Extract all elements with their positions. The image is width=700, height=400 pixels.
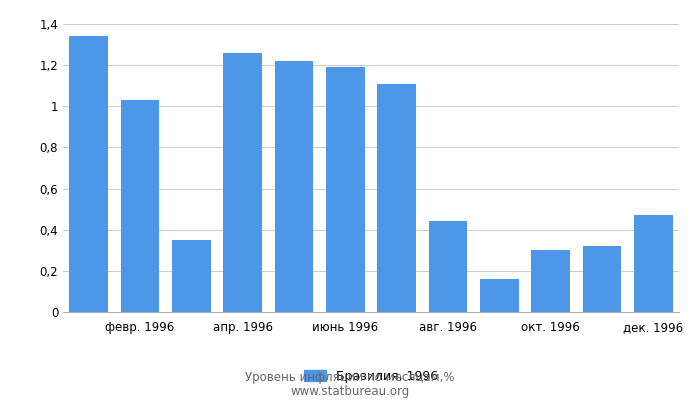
Text: Уровень инфляции по месяцам,%: Уровень инфляции по месяцам,% <box>245 372 455 384</box>
Bar <box>172 240 211 312</box>
Bar <box>531 250 570 312</box>
Bar <box>326 67 365 312</box>
Bar <box>120 100 160 312</box>
Bar <box>634 215 673 312</box>
Bar <box>274 61 314 312</box>
Bar <box>69 36 108 312</box>
Bar <box>223 53 262 312</box>
Bar <box>582 246 622 312</box>
Text: www.statbureau.org: www.statbureau.org <box>290 386 410 398</box>
Bar <box>428 222 468 312</box>
Legend: Бразилия, 1996: Бразилия, 1996 <box>304 370 438 383</box>
Bar <box>480 279 519 312</box>
Bar <box>377 84 416 312</box>
